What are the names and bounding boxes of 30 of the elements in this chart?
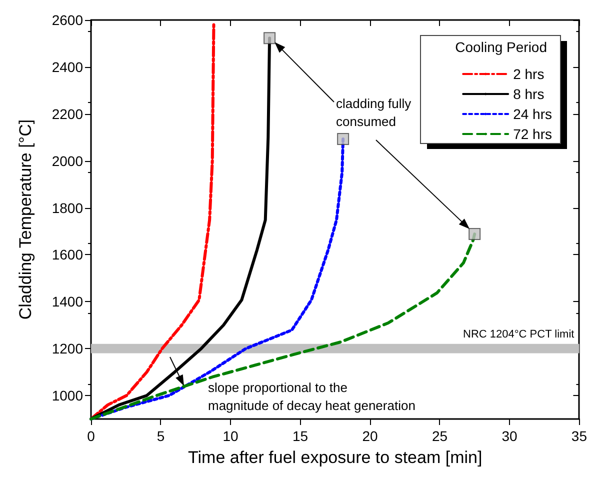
legend-label: 24 hrs bbox=[513, 106, 552, 122]
y-tick-label: 2000 bbox=[52, 152, 84, 169]
y-tick-label: 1800 bbox=[52, 200, 84, 216]
legend-label: 2 hrs bbox=[513, 66, 544, 82]
legend-label: 8 hrs bbox=[513, 86, 544, 102]
y-axis-title: Cladding Temperature [°C] bbox=[16, 119, 35, 320]
x-tick-label: 30 bbox=[502, 428, 518, 444]
x-tick-label: 15 bbox=[292, 428, 308, 444]
y-tick-label: 2200 bbox=[52, 106, 84, 122]
point bbox=[264, 32, 276, 44]
x-tick-label: 35 bbox=[571, 428, 588, 444]
x-tick-label: 25 bbox=[432, 428, 448, 444]
annotation: slope proportional to the magnitude of decay heat generation bbox=[208, 380, 416, 413]
y-tick-label: 1600 bbox=[52, 246, 84, 263]
point bbox=[468, 228, 481, 240]
y-tick-label: 1200 bbox=[52, 340, 84, 357]
band-label: NRC 1204°C PCT limit bbox=[463, 328, 574, 340]
point bbox=[337, 132, 350, 145]
y-tick-label: 2600 bbox=[52, 12, 84, 28]
y-tick-label: 1400 bbox=[52, 294, 84, 310]
legend-label: 72 hrs bbox=[513, 126, 552, 142]
annotation: cladding fully consumed bbox=[336, 96, 412, 129]
x-tick-label: 20 bbox=[362, 428, 378, 444]
x-tick-label: 5 bbox=[156, 428, 165, 444]
x-axis-title: Time after fuel exposure to steam [min] bbox=[188, 448, 482, 467]
x-tick-label: 10 bbox=[222, 428, 238, 444]
y-tick-label: 1000 bbox=[52, 388, 84, 404]
y-tick-label: 2400 bbox=[52, 58, 84, 75]
x-tick-label: 0 bbox=[87, 428, 96, 444]
legend-title: Cooling Period bbox=[455, 39, 548, 55]
